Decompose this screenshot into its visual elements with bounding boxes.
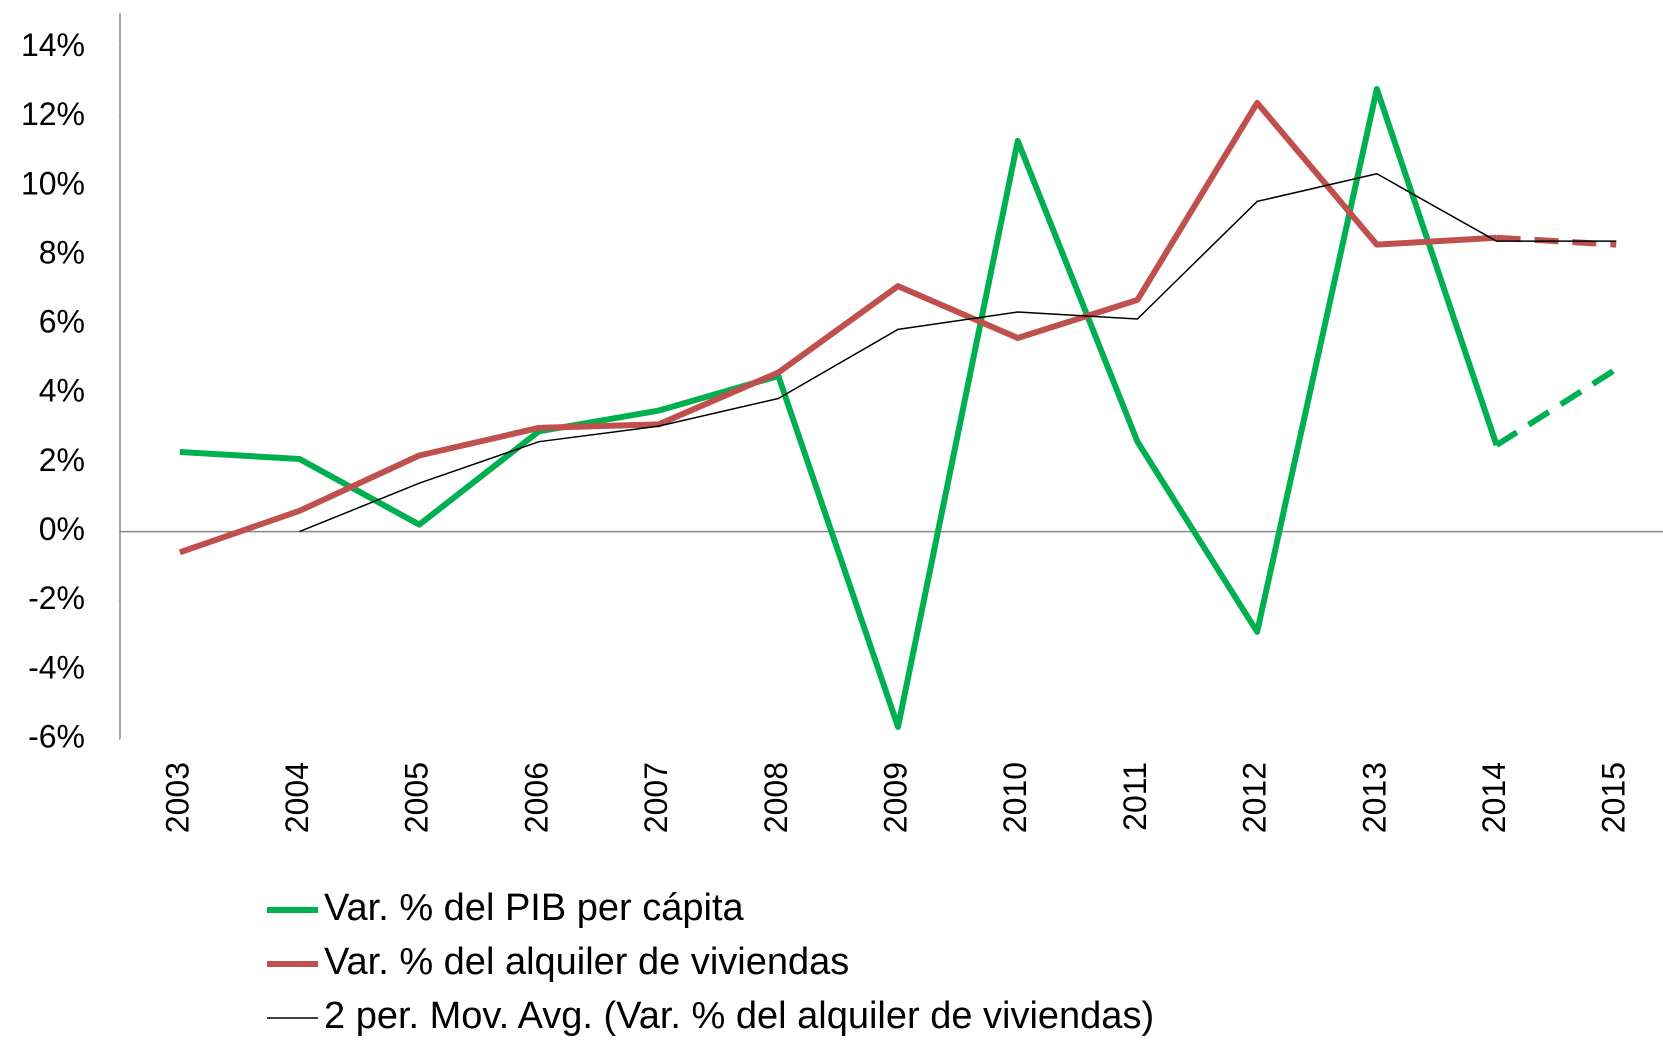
y-tick-label: 2% [39, 442, 85, 478]
y-tick-label: -2% [28, 580, 85, 616]
y-tick-label: 0% [39, 511, 85, 547]
y-tick-label: -6% [28, 718, 85, 754]
x-tick-label: 2015 [1596, 762, 1632, 833]
x-tick-label: 2014 [1476, 762, 1512, 833]
x-tick-label: 2007 [638, 762, 674, 833]
y-tick-label: 12% [21, 96, 85, 132]
legend-label: Var. % del alquiler de viviendas [324, 941, 849, 983]
x-tick-label: 2004 [279, 762, 315, 833]
x-tick-label: 2009 [878, 762, 914, 833]
series-line [178, 99, 1497, 556]
y-tick-label: 8% [39, 234, 85, 270]
series-line [179, 86, 1500, 730]
legend-label: 2 per. Mov. Avg. (Var. % del alquiler de… [324, 995, 1154, 1037]
legend-label: Var. % del PIB per cápita [324, 887, 744, 929]
x-tick-label: 2003 [159, 762, 195, 833]
x-tick-label: 2006 [518, 762, 554, 833]
series-line [299, 173, 1617, 533]
x-tick-label: 2010 [997, 762, 1033, 833]
x-tick-label: 2005 [399, 762, 435, 833]
x-tick-label: 2008 [758, 762, 794, 833]
y-tick-label: 14% [21, 27, 85, 63]
series-line-dashed [1494, 366, 1618, 448]
y-tick-label: 6% [39, 304, 85, 340]
x-tick-label: 2012 [1237, 762, 1273, 833]
y-tick-label: 4% [39, 373, 85, 409]
x-tick-label: 2013 [1356, 762, 1392, 833]
y-tick-label: -4% [28, 649, 85, 685]
x-tick-label: 2011 [1117, 762, 1153, 831]
y-tick-label: 10% [21, 165, 85, 201]
